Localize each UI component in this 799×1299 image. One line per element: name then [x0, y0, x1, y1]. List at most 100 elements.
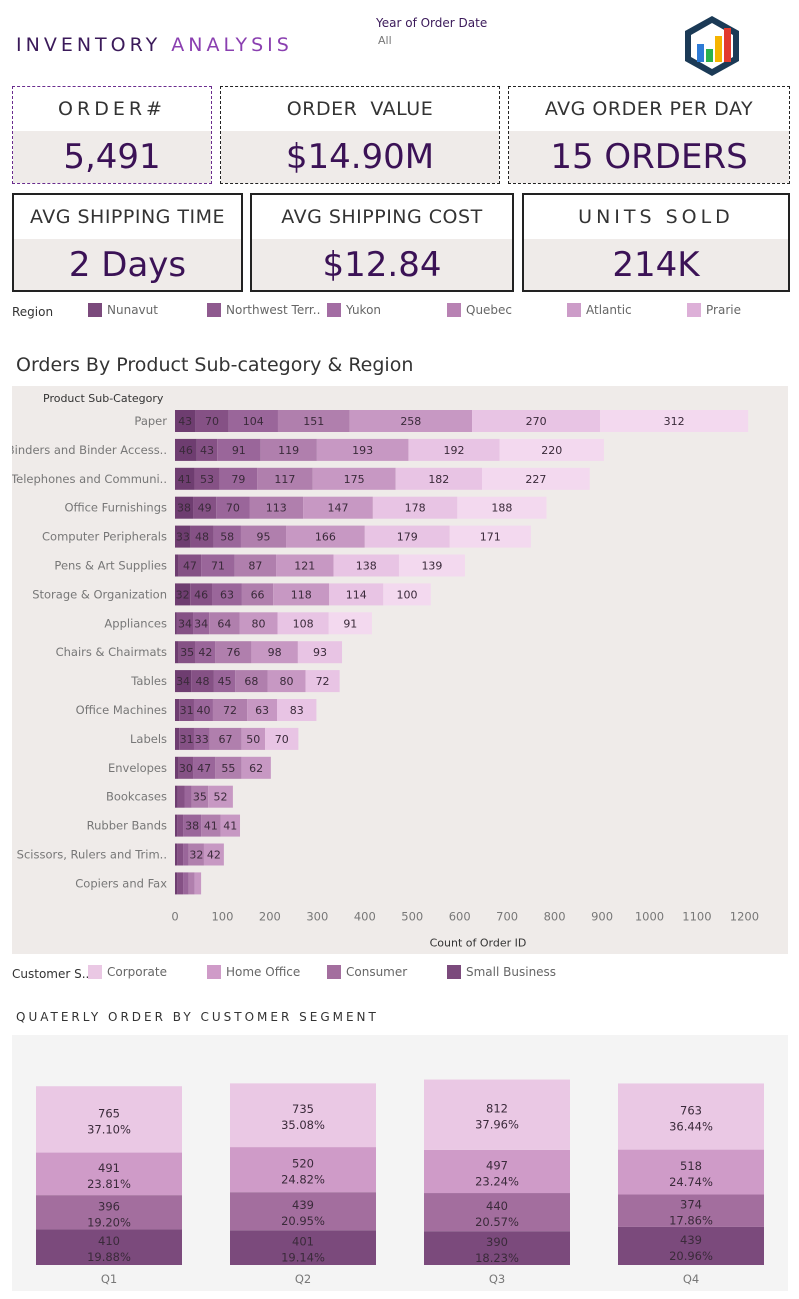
kpi-order-count[interactable]: ORDER# 5,491	[12, 86, 212, 184]
bar-value-label: 47	[183, 560, 197, 573]
legend-item-yukon[interactable]: Yukon	[327, 303, 381, 317]
kpi-avg-order-per-day[interactable]: AVG ORDER PER DAY 15 ORDERS	[508, 86, 790, 184]
bar-segment	[328, 612, 372, 635]
bar-segment	[312, 467, 396, 490]
segment-pct-label: 35.08%	[281, 1118, 325, 1132]
legend-item-quebec[interactable]: Quebec	[447, 303, 512, 317]
bar-segment	[265, 727, 299, 750]
bar-segment	[176, 612, 194, 635]
segment-bar	[424, 1193, 570, 1232]
bar-segment	[188, 872, 195, 895]
segment-pct-label: 23.24%	[475, 1174, 519, 1188]
bar-segment	[175, 641, 179, 664]
kpi-avg-shipping-cost[interactable]: AVG SHIPPING COST $12.84	[250, 193, 514, 292]
bar-segment	[183, 843, 189, 866]
legend-item-consumer[interactable]: Consumer	[327, 965, 407, 979]
bar-value-label: 192	[444, 444, 465, 457]
bar-segment	[190, 525, 214, 548]
bar-segment	[349, 410, 473, 432]
kpi-units-sold[interactable]: UNITS SOLD 214K	[522, 193, 790, 292]
bar-value-label: 72	[316, 675, 330, 688]
kpi-avg-shipping-time[interactable]: AVG SHIPPING TIME 2 Days	[12, 193, 243, 292]
segment-bar	[36, 1229, 182, 1265]
kpi-label: ORDER VALUE	[286, 98, 434, 120]
kpi-label: ORDER#	[58, 98, 166, 120]
year-filter-value[interactable]: All	[378, 34, 392, 47]
x-tick-label: 300	[306, 909, 328, 923]
bar-value-label: 48	[195, 531, 209, 544]
bar-value-label: 52	[214, 791, 228, 804]
legend-label: Nunavut	[107, 303, 158, 317]
bar-value-label: 193	[352, 444, 373, 457]
x-tick-label: 1200	[730, 909, 759, 923]
bar-value-label: 58	[220, 531, 234, 544]
bar-segment	[482, 467, 590, 490]
legend-label: Prarie	[706, 303, 741, 317]
legend-item-small-business[interactable]: Small Business	[447, 965, 556, 979]
region-legend-title: Region	[12, 305, 54, 319]
segment-value-label: 497	[486, 1158, 508, 1172]
kpi-label: AVG SHIPPING TIME	[29, 206, 226, 228]
bar-value-label: 46	[194, 588, 208, 601]
segment-value-label: 439	[680, 1233, 702, 1247]
bar-value-label: 38	[177, 502, 191, 515]
bar-value-label: 34	[194, 617, 208, 630]
x-tick-label: 600	[449, 909, 471, 923]
bar-segment	[175, 554, 179, 577]
bar-value-label: 227	[525, 473, 546, 486]
x-axis-title: Count of Order ID	[430, 936, 527, 949]
segment-pct-label: 20.96%	[669, 1249, 713, 1263]
bar-segment	[175, 525, 191, 548]
category-label: Copiers and Fax	[75, 876, 167, 890]
x-tick-label: 200	[259, 909, 281, 923]
kpi-label: AVG SHIPPING COST	[281, 206, 483, 228]
segment-value-label: 735	[292, 1102, 314, 1116]
bar-segment	[195, 641, 216, 664]
segment-value-label: 401	[292, 1235, 314, 1249]
bar-segment	[177, 843, 184, 866]
bar-segment	[209, 727, 242, 750]
segment-value-label: 396	[98, 1199, 120, 1213]
bar-value-label: 83	[290, 704, 304, 717]
bar-value-label: 34	[176, 675, 190, 688]
bar-value-label: 62	[249, 762, 263, 775]
bar-value-label: 43	[178, 415, 192, 428]
legend-swatch	[327, 303, 341, 317]
title-light: ANALYSIS	[171, 34, 293, 56]
bar-segment	[175, 670, 192, 693]
bar-segment	[215, 641, 252, 664]
bar-segment	[183, 814, 202, 837]
bar-value-label: 38	[185, 820, 199, 833]
legend-label: Quebec	[466, 303, 513, 317]
legend-item-corporate[interactable]: Corporate	[88, 965, 167, 979]
legend-item-home-office[interactable]: Home Office	[207, 965, 300, 979]
bar-segment	[234, 554, 277, 577]
bar-segment	[241, 583, 274, 606]
legend-label: Consumer	[346, 965, 408, 979]
bar-value-label: 93	[313, 646, 327, 659]
legend-item-nunavut[interactable]: Nunavut	[88, 303, 158, 317]
bar-segment	[212, 699, 248, 721]
bar-segment	[383, 583, 431, 606]
bar-value-label: 41	[204, 820, 218, 833]
category-label: Binders and Binder Access..	[12, 443, 167, 457]
bar-value-label: 31	[180, 704, 194, 717]
legend-item-atlantic[interactable]: Atlantic	[567, 303, 632, 317]
x-tick-label: 1000	[635, 909, 664, 923]
year-filter[interactable]: Year of Order Date All	[376, 16, 487, 47]
bar-segment	[208, 785, 233, 808]
bar-value-label: 68	[244, 675, 258, 688]
segment-bar	[36, 1195, 182, 1230]
bar-value-label: 80	[280, 675, 294, 688]
kpi-label: AVG ORDER PER DAY	[544, 98, 754, 120]
bar-value-label: 79	[231, 473, 245, 486]
segment-bar	[230, 1147, 376, 1193]
bar-segment	[213, 525, 241, 548]
kpi-order-value[interactable]: ORDER VALUE $14.90M	[220, 86, 500, 184]
legend-item-prarie[interactable]: Prarie	[687, 303, 741, 317]
bar-segment	[249, 496, 304, 519]
bar-segment	[178, 641, 196, 664]
legend-item-northwest-territories[interactable]: Northwest Terr..	[207, 303, 320, 317]
bar-chart-title: Orders By Product Sub-category & Region	[16, 354, 414, 376]
bar-value-label: 98	[268, 646, 282, 659]
